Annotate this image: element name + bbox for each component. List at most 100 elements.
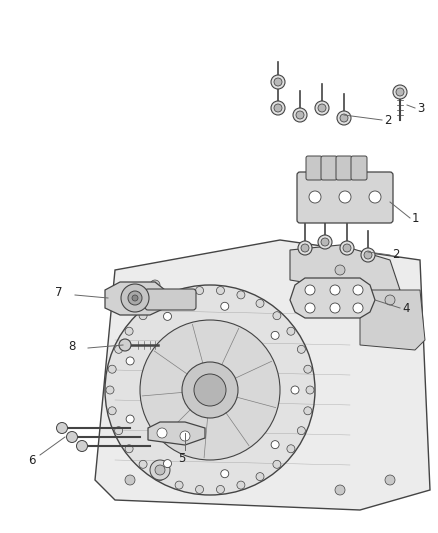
Circle shape xyxy=(361,248,375,262)
Circle shape xyxy=(139,312,147,320)
Text: 2: 2 xyxy=(392,248,399,262)
Circle shape xyxy=(315,101,329,115)
Circle shape xyxy=(305,303,315,313)
Circle shape xyxy=(157,428,167,438)
Circle shape xyxy=(57,423,67,433)
Circle shape xyxy=(106,386,114,394)
Text: 2: 2 xyxy=(384,114,392,126)
Circle shape xyxy=(108,365,116,373)
Polygon shape xyxy=(360,290,425,350)
Circle shape xyxy=(182,362,238,418)
Circle shape xyxy=(274,104,282,112)
Circle shape xyxy=(125,475,135,485)
Circle shape xyxy=(77,440,88,451)
Circle shape xyxy=(271,101,285,115)
Circle shape xyxy=(296,111,304,119)
Circle shape xyxy=(271,332,279,340)
FancyBboxPatch shape xyxy=(321,156,337,180)
Circle shape xyxy=(195,486,204,494)
Circle shape xyxy=(108,407,116,415)
Circle shape xyxy=(287,445,295,453)
Circle shape xyxy=(343,244,351,252)
Circle shape xyxy=(369,191,381,203)
Text: 3: 3 xyxy=(417,101,424,115)
Circle shape xyxy=(156,300,164,308)
Circle shape xyxy=(126,357,134,365)
Circle shape xyxy=(163,312,172,320)
Circle shape xyxy=(256,473,264,481)
Circle shape xyxy=(309,191,321,203)
Circle shape xyxy=(271,75,285,89)
Circle shape xyxy=(256,300,264,308)
Circle shape xyxy=(175,291,183,299)
Circle shape xyxy=(195,287,204,295)
Circle shape xyxy=(237,291,245,299)
Circle shape xyxy=(156,473,164,481)
Circle shape xyxy=(121,284,149,312)
Circle shape xyxy=(298,241,312,255)
Circle shape xyxy=(273,312,281,320)
Circle shape xyxy=(155,465,165,475)
Polygon shape xyxy=(290,245,400,295)
Circle shape xyxy=(330,285,340,295)
Circle shape xyxy=(216,287,224,295)
Circle shape xyxy=(119,339,131,351)
Circle shape xyxy=(175,481,183,489)
Circle shape xyxy=(125,327,133,335)
Circle shape xyxy=(318,104,326,112)
Circle shape xyxy=(140,320,280,460)
Circle shape xyxy=(105,285,315,495)
Circle shape xyxy=(335,265,345,275)
FancyBboxPatch shape xyxy=(351,156,367,180)
Circle shape xyxy=(150,280,160,290)
Circle shape xyxy=(274,78,282,86)
Circle shape xyxy=(318,235,332,249)
Circle shape xyxy=(291,386,299,394)
FancyBboxPatch shape xyxy=(336,156,352,180)
Circle shape xyxy=(293,108,307,122)
Circle shape xyxy=(335,485,345,495)
Circle shape xyxy=(297,345,305,353)
Circle shape xyxy=(321,238,329,246)
Text: 8: 8 xyxy=(68,340,75,352)
Circle shape xyxy=(287,327,295,335)
Circle shape xyxy=(194,374,226,406)
Circle shape xyxy=(150,460,170,480)
Text: 6: 6 xyxy=(28,454,35,466)
Circle shape xyxy=(304,407,312,415)
Polygon shape xyxy=(290,278,375,318)
Circle shape xyxy=(353,285,363,295)
Circle shape xyxy=(340,241,354,255)
Circle shape xyxy=(304,365,312,373)
Polygon shape xyxy=(105,282,165,315)
Circle shape xyxy=(216,486,224,494)
Circle shape xyxy=(115,427,123,435)
Circle shape xyxy=(393,85,407,99)
Circle shape xyxy=(125,445,133,453)
Circle shape xyxy=(353,303,363,313)
Circle shape xyxy=(396,88,404,96)
Circle shape xyxy=(132,295,138,301)
Circle shape xyxy=(364,251,372,259)
Circle shape xyxy=(115,345,123,353)
Circle shape xyxy=(301,244,309,252)
Circle shape xyxy=(221,302,229,310)
FancyBboxPatch shape xyxy=(145,289,196,310)
Circle shape xyxy=(337,111,351,125)
FancyBboxPatch shape xyxy=(306,156,322,180)
FancyBboxPatch shape xyxy=(297,172,393,223)
Text: 4: 4 xyxy=(402,302,410,314)
Circle shape xyxy=(330,303,340,313)
Circle shape xyxy=(273,461,281,469)
Circle shape xyxy=(67,432,78,442)
Circle shape xyxy=(385,475,395,485)
Circle shape xyxy=(126,415,134,423)
Circle shape xyxy=(271,441,279,449)
Circle shape xyxy=(340,114,348,122)
Circle shape xyxy=(163,459,172,467)
Text: 5: 5 xyxy=(178,451,185,464)
Circle shape xyxy=(306,386,314,394)
Circle shape xyxy=(237,481,245,489)
Circle shape xyxy=(221,470,229,478)
Polygon shape xyxy=(95,240,430,510)
